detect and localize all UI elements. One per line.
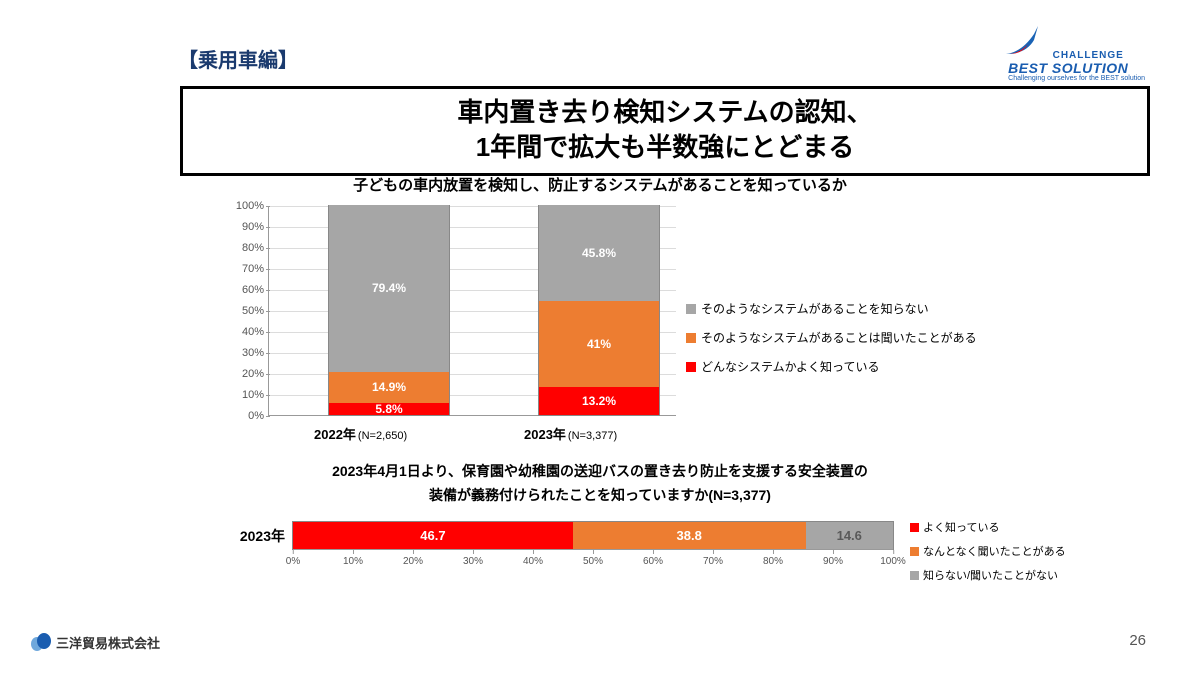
legend-swatch-icon	[686, 304, 696, 314]
chart2-legend-item: なんとなく聞いたことがある	[910, 543, 1066, 559]
legend-swatch-icon	[686, 362, 696, 372]
chart2-bar: 46.738.814.6	[293, 522, 893, 549]
company-mark-icon	[30, 631, 52, 653]
chart1-legend: そのようなシステムがあることを知らないそのようなシステムがあることは聞いたことが…	[686, 300, 977, 387]
chart1-segment-dont_know: 79.4%	[329, 205, 449, 372]
chart1-segment-heard: 14.9%	[329, 372, 449, 403]
chart2-title: 2023年4月1日より、保育園や幼稚園の送迎バスの置き去り防止を支援する安全装置…	[0, 460, 1200, 508]
section-tag: 【乗用車編】	[178, 44, 298, 73]
chart1-bar: 5.8%14.9%79.4%	[329, 206, 449, 415]
chart1-ytick: 10%	[216, 389, 264, 401]
chart2-xtick: 70%	[703, 550, 723, 567]
chart2-segment-know_well: 46.7	[293, 522, 573, 549]
legend-label: そのようなシステムがあることを知らない	[701, 300, 929, 317]
page-number: 26	[1129, 632, 1146, 649]
legend-label: なんとなく聞いたことがある	[923, 543, 1066, 559]
chart1-legend-item: そのようなシステムがあることを知らない	[686, 300, 977, 317]
chart1-ytick: 90%	[216, 221, 264, 233]
title-box: 車内置き去り検知システムの認知、 1年間で拡大も半数強にとどまる	[180, 86, 1150, 176]
chart2-xtick: 90%	[823, 550, 843, 567]
chart2-legend-item: よく知っている	[910, 519, 1066, 535]
chart1-segment-heard: 41%	[539, 301, 659, 387]
chart1-xlabel: 2022年(N=2,650)	[314, 424, 407, 443]
brand-logo: CHALLENGE BEST SOLUTION Challenging ours…	[1008, 28, 1145, 83]
chart2-legend-item: 知らない/聞いたことがない	[910, 567, 1066, 583]
legend-swatch-icon	[910, 547, 919, 556]
legend-swatch-icon	[910, 523, 919, 532]
chart2-xtick: 80%	[763, 550, 783, 567]
chart1-ytick: 40%	[216, 326, 264, 338]
legend-swatch-icon	[686, 333, 696, 343]
chart1-ytick: 80%	[216, 242, 264, 254]
chart2-segment-dont_know: 14.6	[806, 522, 894, 549]
swoosh-icon	[1008, 28, 1048, 56]
chart1-ytick: 100%	[216, 200, 264, 212]
title-line-1: 車内置き去り検知システムの認知、	[183, 95, 1147, 130]
chart1-bar: 13.2%41%45.8%	[539, 206, 659, 415]
legend-label: どんなシステムかよく知っている	[701, 358, 879, 375]
chart1-stacked-bar: 5.8%14.9%79.4% 13.2%41%45.8% 0% 10% 20% 30% 4…	[216, 206, 676, 446]
chart2-title-line2: 装備が義務付けられたことを知っていますか(N=3,377)	[429, 487, 771, 503]
chart2-xtick: 10%	[343, 550, 363, 567]
footer-company-logo: 三洋貿易株式会社	[30, 631, 160, 653]
legend-swatch-icon	[910, 571, 919, 580]
legend-label: よく知っている	[923, 519, 999, 535]
chart2-legend: よく知っているなんとなく聞いたことがある知らない/聞いたことがない	[910, 519, 1066, 591]
chart1-segment-dont_know: 45.8%	[539, 205, 659, 301]
chart1-ytick: 70%	[216, 263, 264, 275]
chart1-ytick: 20%	[216, 368, 264, 380]
chart2-xtick: 20%	[403, 550, 423, 567]
chart2-xtick: 0%	[286, 550, 300, 567]
chart2-row-label: 2023年	[215, 526, 285, 546]
logo-tagline: Challenging ourselves for the BEST solut…	[1008, 75, 1145, 83]
chart1-legend-item: そのようなシステムがあることは聞いたことがある	[686, 329, 977, 346]
chart2-xtick: 30%	[463, 550, 483, 567]
chart2-stacked-bar: 2023年 46.738.814.6 0% 10% 20% 30% 40% 50% 60% 7…	[215, 520, 915, 600]
legend-label: 知らない/聞いたことがない	[923, 567, 1058, 583]
logo-text-best-solution: BEST SOLUTION	[1008, 61, 1145, 75]
chart1-ytick: 60%	[216, 284, 264, 296]
chart1-segment-know_well: 13.2%	[539, 387, 659, 415]
chart1-ytick: 0%	[216, 410, 264, 422]
footer-company-name: 三洋貿易株式会社	[56, 633, 160, 652]
chart2-xtick: 60%	[643, 550, 663, 567]
chart1-subtitle: 子どもの車内放置を検知し、防止するシステムがあることを知っているか	[0, 174, 1200, 195]
chart1-ytick: 30%	[216, 347, 264, 359]
title-line-2: 1年間で拡大も半数強にとどまる	[183, 130, 1147, 165]
chart2-title-line1: 2023年4月1日より、保育園や幼稚園の送迎バスの置き去り防止を支援する安全装置…	[332, 463, 868, 479]
chart2-x-axis: 0%10%20%30%40%50%60%70%80%90%100%	[293, 549, 893, 579]
chart2-xtick: 50%	[583, 550, 603, 567]
chart1-legend-item: どんなシステムかよく知っている	[686, 358, 977, 375]
chart2-xtick: 40%	[523, 550, 543, 567]
chart1-segment-know_well: 5.8%	[329, 403, 449, 415]
chart2-xtick: 100%	[880, 550, 906, 567]
chart1-xlabel: 2023年(N=3,377)	[524, 424, 617, 443]
chart1-plot-area: 5.8%14.9%79.4% 13.2%41%45.8%	[268, 206, 676, 416]
chart1-ytick: 50%	[216, 305, 264, 317]
chart2-segment-heard: 38.8	[573, 522, 806, 549]
legend-label: そのようなシステムがあることは聞いたことがある	[701, 329, 977, 346]
